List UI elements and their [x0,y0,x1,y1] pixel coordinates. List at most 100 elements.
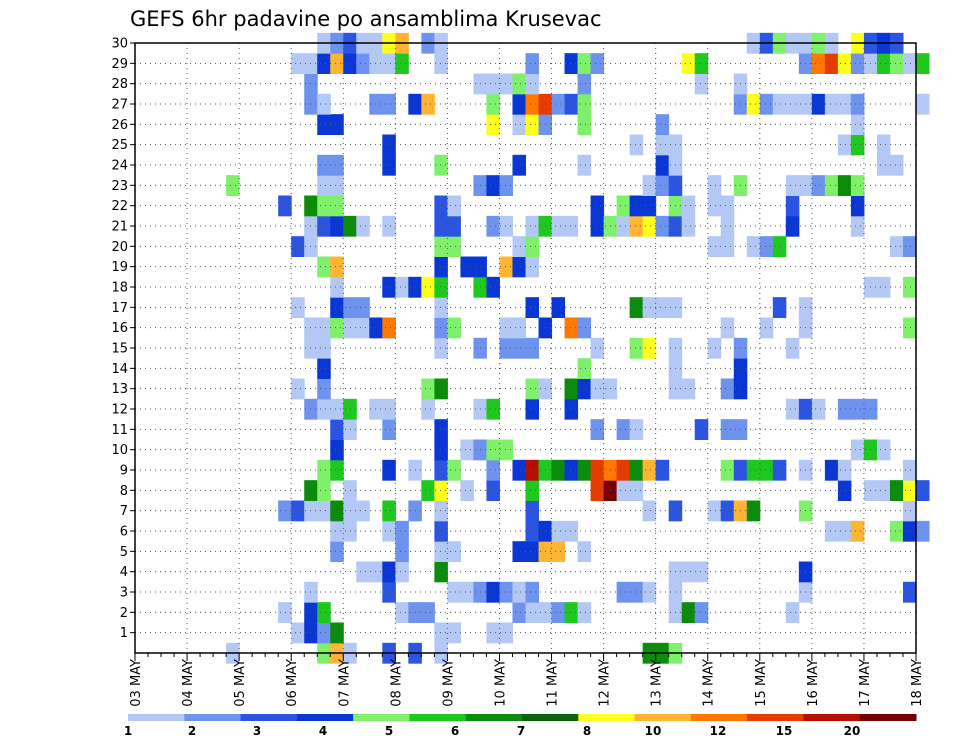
heatmap-cell [577,378,592,400]
colorbar-label: 4 [319,724,327,738]
heatmap-cell [759,93,774,115]
heatmap-cell [525,236,540,257]
heatmap-cell [317,337,331,359]
heatmap-cell [447,581,461,603]
heatmap-cell [317,317,331,339]
x-tick-label: 17 MAY [858,659,873,707]
y-tick-label: 18 [111,281,128,296]
heatmap-cell [811,175,826,196]
heatmap-cell [590,215,605,237]
heatmap-cell [525,520,540,542]
heatmap-cell [850,134,865,156]
heatmap-cell [382,276,396,298]
heatmap-cell [707,175,722,196]
heatmap-cell [655,134,670,156]
heatmap-cell [512,154,526,176]
heatmap-cell [642,215,657,237]
heatmap-cell [564,215,579,237]
heatmap-cell [382,134,396,156]
heatmap-cell [564,520,579,542]
heatmap-cell [330,541,344,562]
heatmap-cell [499,256,513,278]
heatmap-cell [330,622,344,644]
heatmap-cell [369,93,383,115]
heatmap-cell [577,73,592,95]
heatmap-cell [330,500,344,522]
y-tick-label: 2 [120,606,128,621]
x-tick-label: 18 MAY [910,659,925,707]
colorbar-label: 3 [253,724,261,738]
heatmap-cell [382,53,396,74]
heatmap-cell [850,439,865,461]
heatmap-cell [525,215,540,237]
heatmap-cell [850,215,865,237]
heatmap-cell [655,215,670,237]
colorbar-swatch [240,714,298,721]
heatmap-cell [486,215,500,237]
heatmap-cell [902,236,917,257]
heatmap-cell [694,419,709,440]
y-tick-label: 19 [111,260,128,275]
y-tick-label: 29 [111,57,128,72]
heatmap-cell [369,398,383,420]
heatmap-cell [564,378,579,400]
y-tick-label: 3 [120,586,128,601]
heatmap-cell [330,53,344,74]
heatmap-cell [590,53,605,74]
heatmap-cell [577,459,592,481]
heatmap-cell [824,53,839,74]
heatmap-cell [382,398,396,420]
y-tick-label: 30 [111,37,128,52]
heatmap-cell [447,236,461,257]
heatmap-cell [434,419,448,440]
heatmap-cell [824,175,839,196]
heatmap-cell [616,480,631,501]
heatmap-cell [902,317,917,339]
heatmap-cell [681,561,696,583]
colorbar-swatch [353,714,410,721]
heatmap-cell [525,378,540,400]
heatmap-cell [837,53,852,74]
x-tick-label: 13 MAY [650,659,665,707]
heatmap-cell [746,459,761,481]
heatmap-cell [512,114,526,135]
heatmap-cell [811,398,826,420]
colorbar-label: 8 [583,724,591,738]
heatmap-cell [902,520,917,542]
y-tick-label: 21 [111,220,128,235]
colorbar-swatch [522,714,579,721]
heatmap-cell [629,297,644,318]
heatmap-cell [291,500,305,522]
heatmap-cell [434,317,448,339]
y-tick-label: 16 [111,321,128,336]
y-tick-label: 28 [111,77,128,92]
heatmap-cell [837,520,852,542]
heatmap-cell [785,175,800,196]
heatmap-cell [551,541,566,562]
heatmap-cell [525,73,540,95]
heatmap-cell [395,561,409,583]
heatmap-cell [499,337,513,359]
heatmap-cells [226,32,930,664]
heatmap-cell [460,480,474,501]
heatmap-cell [525,53,540,74]
heatmap-cell [642,195,657,217]
heatmap-cell [785,337,800,359]
heatmap-cell [512,73,526,95]
heatmap-cell [551,297,566,318]
heatmap-cell [902,581,917,603]
heatmap-cell [512,236,526,257]
heatmap-cell [720,500,735,522]
heatmap-cell [590,480,605,501]
x-tick-label: 04 MAY [181,659,196,707]
heatmap-cell [590,459,605,481]
heatmap-cell [278,602,292,623]
heatmap-cell [694,561,709,583]
colorbar-swatch [859,714,917,721]
heatmap-cell [642,500,657,522]
heatmap-cell [746,93,761,115]
heatmap-cell [772,297,787,318]
heatmap-cell [824,459,839,481]
heatmap-cell [720,419,735,440]
colorbar: 1 2 3 4 5 6 7 8 10 12 15 20 [124,714,917,738]
